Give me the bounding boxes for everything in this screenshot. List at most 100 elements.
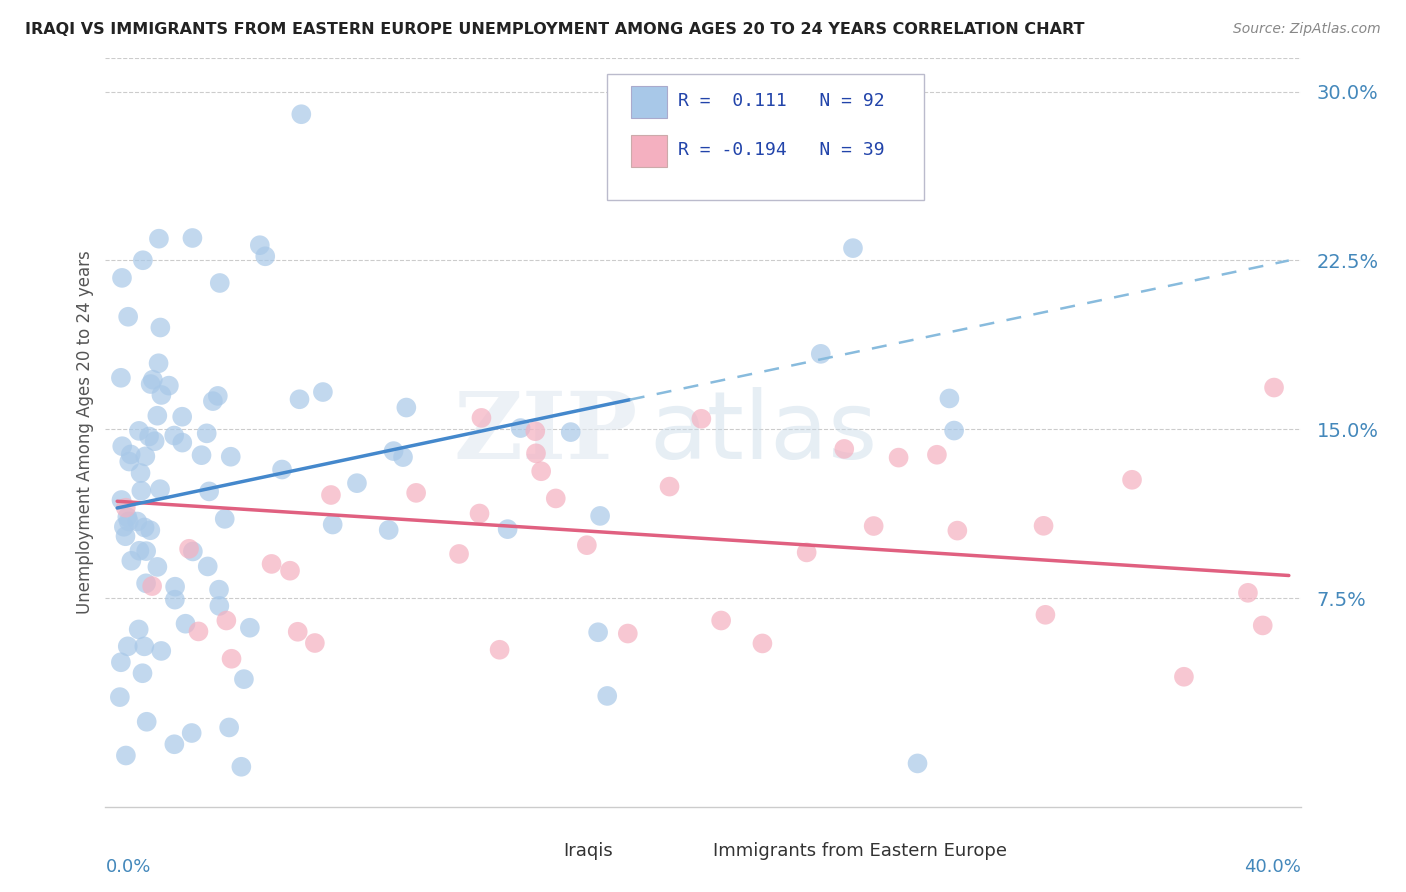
- Point: [197, 559, 219, 574]
- Point: [215, 614, 238, 628]
- Point: [907, 756, 929, 771]
- Text: R =  0.111   N = 92: R = 0.111 N = 92: [678, 93, 884, 111]
- Point: [138, 429, 160, 443]
- Point: [231, 760, 253, 774]
- Point: [163, 428, 186, 442]
- Point: [135, 714, 157, 729]
- Point: [163, 737, 186, 751]
- Point: [131, 666, 153, 681]
- Point: [278, 564, 301, 578]
- Text: IRAQI VS IMMIGRANTS FROM EASTERN EUROPE UNEMPLOYMENT AMONG AGES 20 TO 24 YEARS C: IRAQI VS IMMIGRANTS FROM EASTERN EUROPE …: [25, 22, 1085, 37]
- FancyBboxPatch shape: [607, 74, 924, 201]
- FancyBboxPatch shape: [679, 840, 706, 863]
- Point: [943, 424, 966, 438]
- Point: [1032, 518, 1054, 533]
- Point: [1263, 380, 1285, 394]
- Point: [201, 394, 224, 409]
- Point: [1035, 607, 1057, 622]
- Point: [146, 409, 169, 423]
- Point: [560, 425, 582, 439]
- Point: [139, 377, 162, 392]
- Point: [208, 599, 231, 613]
- Point: [377, 523, 399, 537]
- Point: [148, 232, 170, 246]
- Point: [115, 748, 138, 763]
- Point: [575, 538, 598, 552]
- Point: [208, 582, 231, 597]
- Point: [181, 231, 204, 245]
- Point: [468, 507, 491, 521]
- Point: [127, 515, 149, 529]
- Point: [405, 486, 427, 500]
- Point: [117, 640, 139, 654]
- Point: [181, 544, 204, 558]
- Point: [887, 450, 910, 465]
- Point: [142, 373, 165, 387]
- Point: [120, 554, 142, 568]
- Point: [112, 520, 135, 534]
- Point: [832, 442, 855, 456]
- Point: [710, 614, 733, 628]
- Point: [135, 544, 157, 558]
- Point: [288, 392, 311, 407]
- Point: [131, 483, 153, 498]
- Point: [117, 514, 139, 528]
- Point: [150, 644, 173, 658]
- Point: [938, 392, 960, 406]
- Point: [114, 529, 136, 543]
- Point: [174, 616, 197, 631]
- Point: [239, 621, 262, 635]
- Point: [117, 510, 139, 524]
- Point: [163, 592, 186, 607]
- Point: [346, 476, 368, 491]
- Point: [1121, 473, 1143, 487]
- Point: [322, 517, 344, 532]
- Point: [128, 424, 150, 438]
- Point: [524, 446, 547, 460]
- Point: [149, 482, 172, 496]
- Point: [312, 385, 335, 400]
- Point: [617, 626, 640, 640]
- Point: [108, 690, 131, 705]
- Point: [1251, 618, 1274, 632]
- FancyBboxPatch shape: [631, 87, 666, 118]
- Point: [382, 444, 405, 458]
- Point: [796, 545, 818, 559]
- Point: [120, 447, 142, 461]
- Point: [198, 484, 221, 499]
- Point: [149, 320, 172, 334]
- Point: [254, 249, 277, 263]
- Point: [586, 625, 609, 640]
- Point: [195, 426, 218, 441]
- Point: [177, 541, 200, 556]
- Point: [690, 411, 713, 425]
- Point: [925, 448, 948, 462]
- Point: [128, 623, 150, 637]
- Text: ZIP: ZIP: [453, 388, 637, 477]
- Point: [946, 524, 969, 538]
- Point: [150, 388, 173, 402]
- Point: [135, 576, 157, 591]
- Point: [271, 462, 294, 476]
- Point: [290, 107, 312, 121]
- Point: [304, 636, 326, 650]
- Point: [111, 271, 134, 285]
- Point: [208, 276, 231, 290]
- Point: [1173, 670, 1195, 684]
- Point: [134, 640, 156, 654]
- Point: [180, 726, 202, 740]
- Text: Source: ZipAtlas.com: Source: ZipAtlas.com: [1233, 22, 1381, 37]
- Point: [218, 721, 240, 735]
- Point: [658, 479, 681, 493]
- FancyBboxPatch shape: [631, 136, 666, 167]
- Point: [110, 493, 132, 508]
- Point: [129, 466, 152, 480]
- Text: R = -0.194   N = 39: R = -0.194 N = 39: [678, 141, 884, 159]
- Point: [132, 253, 155, 268]
- Point: [190, 448, 212, 462]
- Point: [249, 238, 271, 252]
- Point: [118, 454, 141, 468]
- Point: [862, 519, 884, 533]
- Point: [165, 580, 187, 594]
- Point: [146, 560, 169, 574]
